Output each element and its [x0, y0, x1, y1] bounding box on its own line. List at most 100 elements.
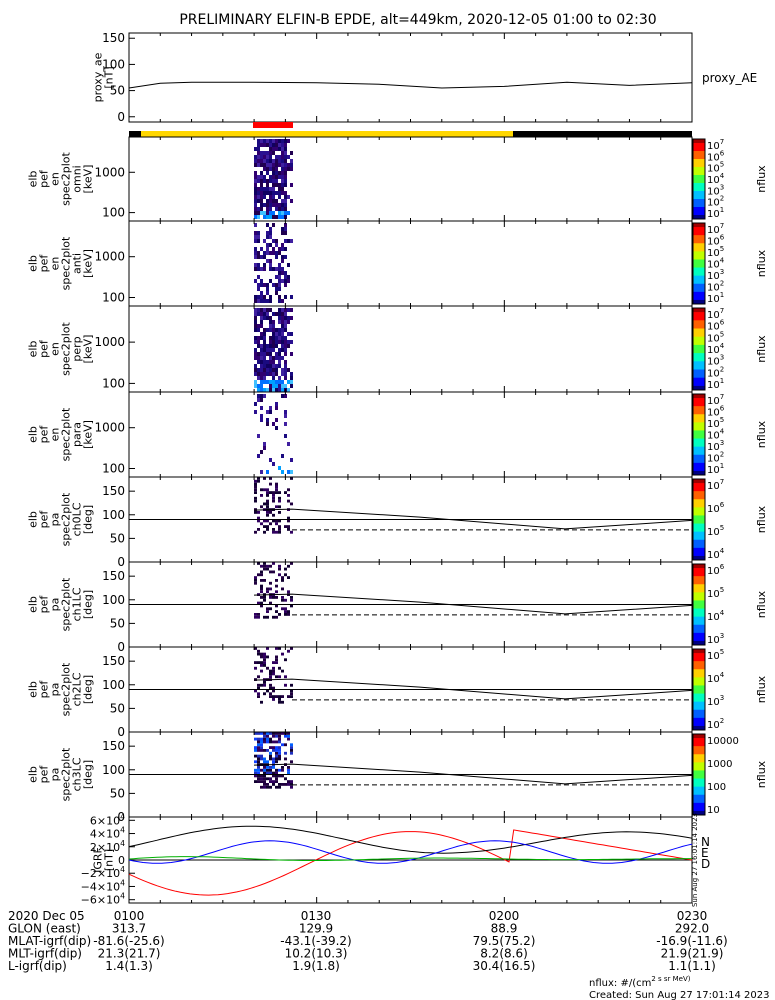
colorbar-segment	[693, 742, 705, 745]
spectrogram-cell	[284, 247, 287, 251]
spectrogram-cell	[284, 308, 287, 312]
footer-row-label: GLON (east)	[8, 922, 81, 936]
spectrogram-cell	[269, 139, 272, 143]
pitch-angle-cell	[254, 581, 257, 585]
spectrogram-cell	[269, 340, 272, 344]
spectrogram-cell	[266, 348, 269, 352]
colorbar-segment	[693, 669, 705, 672]
colorbar-tick-label: 104	[707, 671, 725, 685]
colorbar-segment	[693, 446, 705, 450]
spectrogram-cell	[272, 187, 275, 191]
pitch-angle-cell	[275, 675, 278, 679]
colorbar-segment	[693, 770, 705, 773]
spectrogram-cell	[287, 332, 290, 336]
spectrogram-cell	[275, 340, 278, 344]
spectrogram-cell	[266, 171, 269, 175]
colorbar-segment	[693, 687, 705, 690]
pitch-angle-cell	[263, 777, 266, 781]
colorbar-segment	[693, 271, 705, 275]
spectrogram-cell	[257, 388, 260, 392]
colorbar-segment	[693, 551, 705, 555]
pitch-angle-cell	[275, 658, 278, 662]
spectrogram-cell	[269, 336, 272, 340]
spectrogram-cell	[269, 372, 272, 376]
spectrogram-cell	[269, 308, 272, 312]
colorbar-segment	[693, 578, 705, 581]
spectrogram-cell	[272, 324, 275, 328]
pitch-angle-cell	[278, 734, 281, 738]
spectrogram-cell	[263, 344, 266, 348]
colorbar-tick-label: 101	[707, 291, 724, 305]
colorbar-segment	[693, 754, 705, 757]
colorbar-segment	[693, 667, 705, 670]
colorbar-segment	[693, 521, 705, 525]
spectrogram-cell	[269, 328, 272, 332]
spectrogram-cell	[281, 203, 284, 207]
pitch-angle-cell	[266, 513, 269, 517]
pitch-angle-cell	[287, 768, 290, 772]
spectrogram-cell	[281, 227, 284, 231]
spectrogram-cell	[278, 299, 281, 303]
spectrogram-cell	[263, 340, 266, 344]
colorbar-segment	[693, 338, 705, 342]
colorbar-segment	[693, 199, 705, 202]
spectrogram-cell	[272, 151, 275, 155]
y-tick-label: 100	[102, 376, 125, 390]
pitch-angle-cell	[278, 757, 281, 761]
colorbar-segment	[693, 418, 705, 421]
spectrogram-cell	[275, 179, 278, 183]
spectrogram-cell	[272, 215, 275, 219]
spectrogram-cell	[257, 155, 260, 159]
y-axis-label-line: elb	[27, 341, 40, 358]
pitch-angle-cell	[269, 607, 272, 611]
spectrogram-cell	[287, 211, 290, 215]
spectrogram-cell	[278, 251, 281, 255]
spectrogram-cell	[260, 295, 263, 299]
colorbar-segment	[693, 622, 705, 626]
spectrogram-cell	[263, 332, 266, 336]
colorbar-segment	[693, 685, 705, 688]
pitch-angle-cell	[272, 686, 275, 690]
spectrogram-cell	[260, 364, 263, 368]
pitch-angle-cell	[263, 502, 266, 506]
pitch-angle-cell	[269, 768, 272, 772]
spectrogram-cell	[275, 328, 278, 332]
colorbar-segment	[693, 197, 705, 200]
colorbar-segment	[693, 574, 705, 577]
y-axis-label-line: pa	[49, 598, 62, 612]
spectrogram-cell	[266, 191, 269, 195]
y-tick-label: −4×104	[81, 878, 125, 893]
spectrogram-cell	[254, 295, 257, 299]
pitch-angle-cell	[272, 695, 275, 698]
pitch-angle-cell	[275, 760, 278, 764]
pitch-angle-cell	[275, 757, 278, 761]
colorbar-segment	[693, 147, 705, 150]
spectrogram-cell	[263, 143, 266, 147]
pitch-angle-cell	[272, 496, 275, 500]
spectrogram-cell	[260, 159, 263, 163]
colorbar-segment	[693, 489, 705, 492]
pitch-angle-cell	[260, 564, 263, 568]
spectrogram-cell	[269, 259, 272, 263]
spectrogram-cell	[284, 211, 287, 215]
pitch-angle-cell	[263, 692, 266, 696]
y-axis-label-line: elb	[27, 511, 40, 528]
spectrogram-cell	[266, 283, 269, 287]
footer-row-value: 313.7	[112, 922, 146, 936]
colorbar-segment	[693, 600, 705, 603]
spectrogram-cell	[272, 139, 275, 143]
igrf-total-line	[128, 825, 693, 854]
spectrogram-cell	[269, 295, 272, 299]
colorbar-segment	[693, 231, 705, 234]
colorbar-tick-label: 104	[707, 609, 725, 623]
spectrogram-cell	[281, 324, 284, 328]
spectrogram-cell	[260, 414, 263, 418]
footer-row-value: 88.9	[491, 922, 518, 936]
spectrogram-cell	[266, 143, 269, 147]
spectrogram-cell	[272, 312, 275, 316]
pitch-angle-cell	[275, 485, 278, 489]
spectrogram-cell	[260, 316, 263, 320]
spectrogram-cell	[269, 151, 272, 155]
pitch-angle-cell	[278, 746, 281, 749]
